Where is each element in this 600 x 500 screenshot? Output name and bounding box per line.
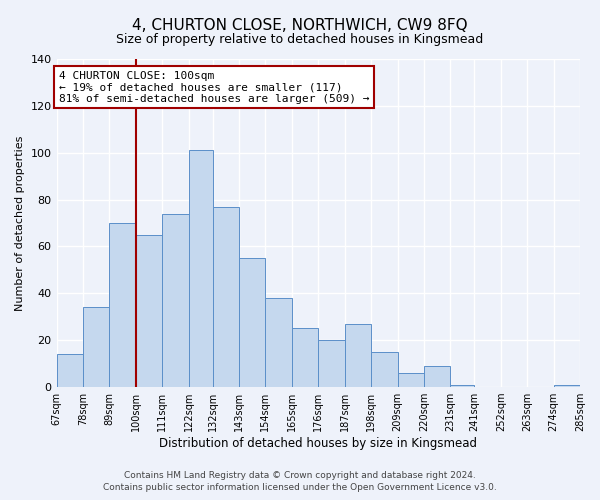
Bar [424,366,451,387]
Bar [344,324,371,387]
Bar [554,384,580,387]
Bar [451,384,475,387]
Text: Size of property relative to detached houses in Kingsmead: Size of property relative to detached ho… [116,32,484,46]
Bar [83,308,109,387]
Bar [56,354,83,387]
Bar [398,373,424,387]
Text: 4, CHURTON CLOSE, NORTHWICH, CW9 8FQ: 4, CHURTON CLOSE, NORTHWICH, CW9 8FQ [132,18,468,32]
Bar [265,298,292,387]
X-axis label: Distribution of detached houses by size in Kingsmead: Distribution of detached houses by size … [159,437,477,450]
Bar [212,206,239,387]
Bar [136,235,162,387]
Bar [109,223,136,387]
Bar [371,352,398,387]
Text: Contains HM Land Registry data © Crown copyright and database right 2024.
Contai: Contains HM Land Registry data © Crown c… [103,471,497,492]
Bar [239,258,265,387]
Bar [292,328,318,387]
Text: 4 CHURTON CLOSE: 100sqm
← 19% of detached houses are smaller (117)
81% of semi-d: 4 CHURTON CLOSE: 100sqm ← 19% of detache… [59,70,370,104]
Bar [162,214,188,387]
Bar [188,150,212,387]
Y-axis label: Number of detached properties: Number of detached properties [15,136,25,310]
Bar [318,340,344,387]
